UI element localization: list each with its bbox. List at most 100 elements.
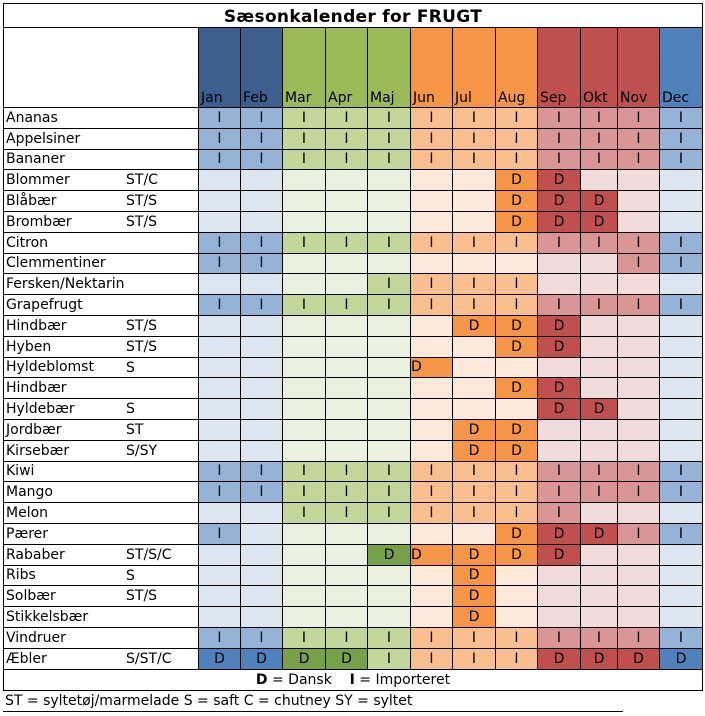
availability-cell	[617, 418, 660, 441]
fruit-name-cell: Vindruer	[3, 626, 199, 649]
fruit-name: Clemmentiner	[6, 255, 106, 272]
availability-cell: I	[410, 294, 453, 316]
availability-cell: I	[367, 294, 411, 316]
fruit-name: Fersken/Nektarin	[6, 276, 125, 293]
availability-cell: I	[240, 460, 283, 483]
availability-cell	[659, 564, 703, 587]
availability-cell	[495, 356, 538, 379]
availability-cell	[240, 439, 283, 462]
availability-cell	[617, 190, 660, 212]
availability-cell	[282, 439, 326, 462]
table-row: Blommer ST/C D D	[3, 169, 703, 192]
fruit-name: Bananer	[6, 151, 65, 168]
availability-cell	[617, 564, 660, 587]
availability-cell: I	[452, 231, 496, 254]
availability-cell: I	[198, 127, 241, 150]
fruit-name-cell: Brombær ST/S	[3, 210, 199, 233]
availability-cell: D	[240, 647, 283, 670]
availability-cell: I	[198, 107, 241, 129]
fruit-name: Kiwi	[6, 463, 35, 480]
availability-cell	[659, 314, 703, 337]
table-row: Fersken/Nektarin I I I I	[3, 273, 703, 296]
availability-cell: D	[495, 169, 538, 192]
availability-cell: I	[240, 626, 283, 649]
availability-cell	[282, 210, 326, 233]
availability-cell	[659, 190, 703, 212]
availability-cell: I	[452, 273, 496, 296]
availability-cell: I	[282, 626, 326, 649]
availability-cell	[198, 273, 241, 296]
availability-cell: D	[452, 564, 496, 587]
availability-cell: I	[325, 148, 368, 171]
availability-cell	[367, 190, 411, 212]
availability-cell: I	[410, 148, 453, 171]
availability-cell	[452, 335, 496, 358]
availability-cell	[282, 169, 326, 192]
availability-cell	[325, 169, 368, 192]
availability-cell: I	[282, 127, 326, 150]
availability-cell: D	[537, 647, 581, 670]
fruit-name-cell: Pærer	[3, 522, 199, 545]
availability-cell	[580, 169, 618, 192]
table-row: Brombær ST/S D D D	[3, 210, 703, 233]
availability-cell: D	[617, 647, 660, 670]
availability-cell	[325, 273, 368, 296]
availability-cell	[537, 356, 581, 379]
availability-cell	[452, 522, 496, 545]
availability-cell	[537, 564, 581, 587]
availability-cell	[282, 398, 326, 420]
availability-cell: I	[452, 148, 496, 171]
availability-cell	[367, 522, 411, 545]
availability-cell	[617, 356, 660, 379]
availability-cell	[617, 169, 660, 192]
availability-cell: I	[617, 626, 660, 649]
availability-cell: D	[495, 314, 538, 337]
availability-cell	[580, 252, 618, 275]
availability-cell	[325, 564, 368, 587]
availability-cell: I	[452, 294, 496, 316]
availability-cell	[659, 210, 703, 233]
availability-cell	[410, 398, 453, 420]
season-calendar-table: Jan Feb Mar Apr Maj Jun Jul Aug Sep Okt Nov Dec Anan…	[3, 27, 703, 670]
availability-cell	[580, 543, 618, 566]
fruit-name-cell: Stikkelsbær	[3, 606, 199, 628]
availability-cell: I	[367, 273, 411, 296]
availability-cell: I	[325, 626, 368, 649]
availability-cell: I	[495, 502, 538, 524]
fruit-name-cell: Kirsebær S/SY	[3, 439, 199, 462]
fruit-name-cell: Hyldebær S	[3, 398, 199, 420]
availability-cell: D	[410, 543, 453, 566]
availability-cell: I	[580, 626, 618, 649]
availability-cell	[198, 314, 241, 337]
fruit-name-cell: Ribs S	[3, 564, 199, 587]
availability-cell: I	[537, 502, 581, 524]
fruit-name: Vindruer	[6, 629, 66, 646]
availability-cell	[452, 190, 496, 212]
availability-cell	[659, 606, 703, 628]
availability-cell	[580, 418, 618, 441]
availability-cell	[659, 543, 703, 566]
availability-cell: I	[537, 626, 581, 649]
availability-cell: I	[537, 460, 581, 483]
availability-cell: I	[580, 107, 618, 129]
use-code: ST/S	[126, 213, 158, 230]
availability-cell: D	[537, 522, 581, 545]
availability-cell: I	[617, 231, 660, 254]
availability-cell: I	[495, 626, 538, 649]
availability-cell	[659, 585, 703, 608]
fruit-name: Solbær	[6, 588, 56, 605]
fruit-name: Mango	[6, 484, 53, 501]
availability-cell: D	[495, 418, 538, 441]
availability-cell: I	[240, 127, 283, 150]
availability-cell	[282, 418, 326, 441]
availability-cell	[240, 418, 283, 441]
availability-cell	[410, 522, 453, 545]
fruit-name-cell: Grapefrugt	[3, 294, 199, 316]
availability-cell: I	[580, 231, 618, 254]
availability-cell: I	[659, 148, 703, 171]
availability-cell	[580, 606, 618, 628]
availability-cell: D	[580, 398, 618, 420]
month-header-1: Feb	[240, 27, 283, 108]
availability-cell	[617, 585, 660, 608]
availability-cell: I	[367, 148, 411, 171]
